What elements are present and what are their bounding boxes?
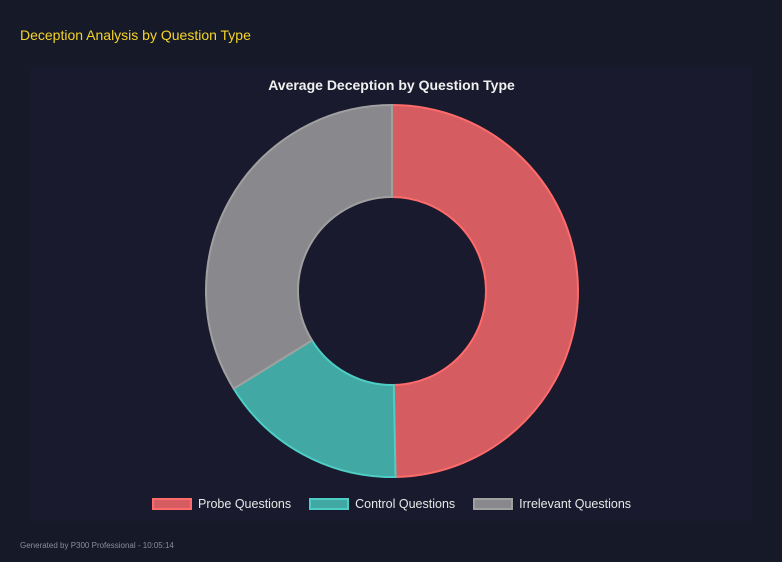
legend-label: Irrelevant Questions (519, 497, 632, 511)
legend-swatch (473, 498, 514, 510)
legend-label: Probe Questions (197, 497, 292, 511)
chart-panel: Average Deception by Question Type Probe… (31, 67, 752, 521)
legend-item-probe[interactable]: Probe Questions (151, 497, 292, 511)
chart-title: Average Deception by Question Type (268, 77, 515, 93)
donut-chart (205, 103, 579, 478)
legend-label: Control Questions (355, 497, 456, 511)
footer-text: Generated by P300 Professional - 10:05:1… (20, 541, 174, 550)
legend-item-control[interactable]: Control Questions (309, 497, 455, 511)
legend-item-irrelevant[interactable]: Irrelevant Questions (473, 497, 631, 511)
chart-legend: Probe Questions Control Questions Irrele… (31, 497, 752, 511)
page-title: Deception Analysis by Question Type (20, 27, 251, 43)
slice-irrelevant[interactable] (205, 103, 393, 391)
legend-swatch (151, 498, 192, 510)
slice-probe[interactable] (391, 103, 579, 478)
legend-swatch (309, 498, 350, 510)
